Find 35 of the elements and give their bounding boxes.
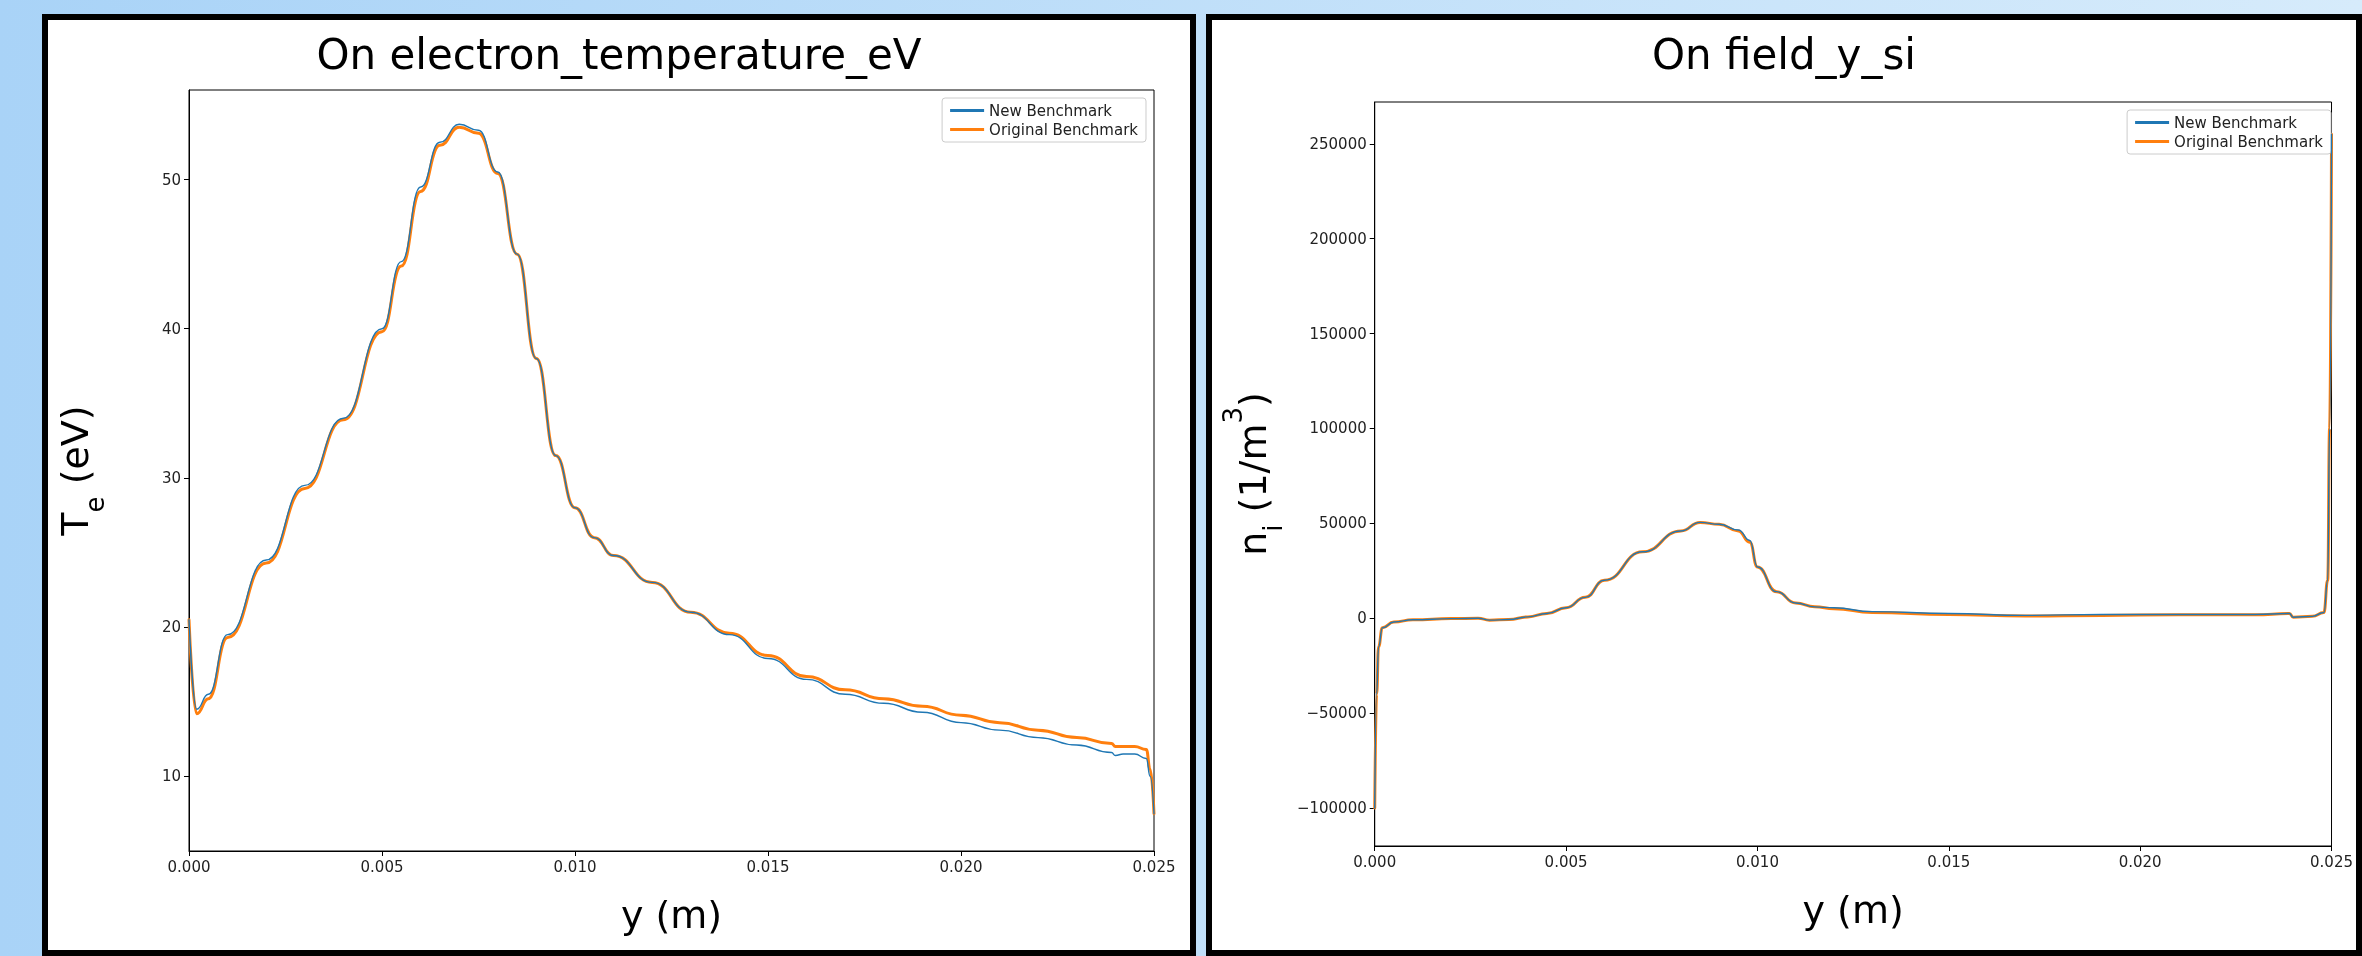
y-axis-title: ni (1/m3) xyxy=(1218,392,1288,556)
y-tick-label: 0 xyxy=(1357,609,1367,628)
x-tick-label: 0.010 xyxy=(1735,852,1779,871)
x-tick-label: 0.025 xyxy=(1132,857,1176,876)
y-tick-label: −50000 xyxy=(1306,704,1367,723)
chart-title: On electron_temperature_eV xyxy=(316,29,922,79)
x-tick-label: 0.005 xyxy=(360,857,404,876)
y-tick-label: 100000 xyxy=(1309,419,1367,438)
x-tick-label: 0.000 xyxy=(1353,852,1397,871)
legend-label: Original Benchmark xyxy=(989,120,1139,139)
y-axis-title: Te (eV) xyxy=(53,405,110,537)
x-axis-title: y (m) xyxy=(620,893,723,937)
legend-label: New Benchmark xyxy=(989,101,1113,120)
legend-label: Original Benchmark xyxy=(2174,132,2324,151)
x-tick-label: 0.025 xyxy=(2310,852,2354,871)
x-tick-label: 0.010 xyxy=(553,857,597,876)
x-tick-label: 0.015 xyxy=(1927,852,1971,871)
y-tick-label: 40 xyxy=(161,319,181,338)
y-tick-label: 200000 xyxy=(1309,229,1367,248)
y-tick-label: 20 xyxy=(161,618,181,637)
y-tick-label: 50000 xyxy=(1319,514,1367,533)
chart-title: On field_y_si xyxy=(1651,29,1917,79)
legend-label: New Benchmark xyxy=(2174,113,2298,132)
y-tick-label: 10 xyxy=(161,767,181,786)
y-tick-label: 250000 xyxy=(1309,134,1367,153)
x-axis-title: y (m) xyxy=(1802,888,1904,932)
y-tick-label: 150000 xyxy=(1309,324,1367,343)
y-tick-label: −100000 xyxy=(1296,799,1367,818)
x-tick-label: 0.020 xyxy=(939,857,983,876)
y-tick-label: 50 xyxy=(161,170,181,189)
x-tick-label: 0.020 xyxy=(2118,852,2162,871)
x-tick-label: 0.015 xyxy=(746,857,790,876)
x-tick-label: 0.005 xyxy=(1544,852,1588,871)
y-tick-label: 30 xyxy=(161,468,181,487)
x-tick-label: 0.000 xyxy=(167,857,211,876)
